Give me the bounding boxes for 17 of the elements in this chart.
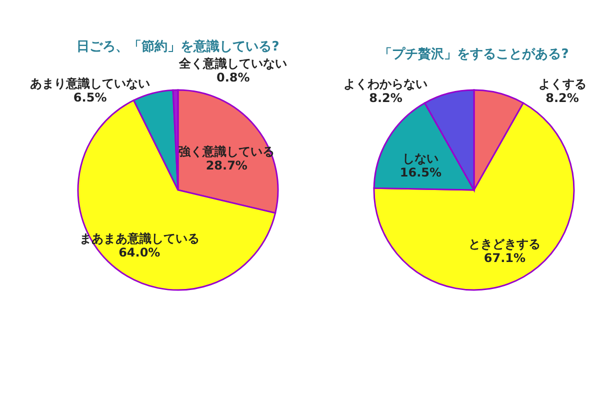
slice-label: しない xyxy=(402,151,439,166)
slice-label: よくわからない xyxy=(344,76,428,91)
data-label: 6.5% xyxy=(73,90,107,105)
slice-label: 全く意識していない xyxy=(178,56,288,71)
data-label: 64.0% xyxy=(118,246,160,260)
data-label: 8.2% xyxy=(546,90,579,105)
chart-title: 「プチ贅沢」をすることがある? xyxy=(379,46,569,62)
slice-label: よくする xyxy=(538,76,586,91)
slice-label: まあまあ意識している xyxy=(79,232,200,246)
data-label: 28.7% xyxy=(206,158,248,173)
data-label: 0.8% xyxy=(216,70,250,85)
data-label: 16.5% xyxy=(400,165,442,180)
data-label: 67.1% xyxy=(484,250,526,265)
slice-label: あまり意識していない xyxy=(30,76,150,91)
slice-label: ときどきする xyxy=(468,236,541,251)
chart-title: 日ごろ、「節約」を意識している? xyxy=(76,38,280,55)
data-label: 8.2% xyxy=(369,90,402,105)
